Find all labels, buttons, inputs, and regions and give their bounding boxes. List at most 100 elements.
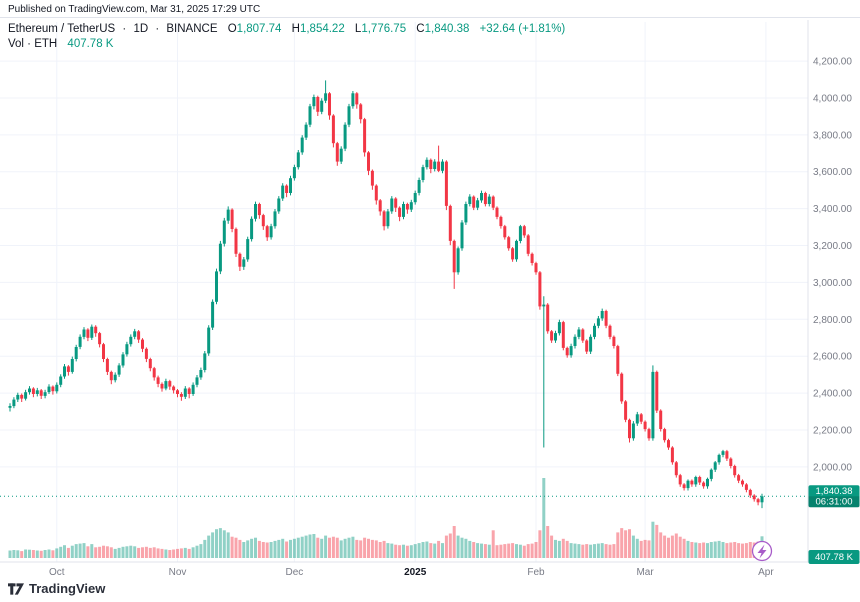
volume-bar [51, 550, 55, 558]
volume-bar [230, 536, 234, 558]
volume-bar [98, 546, 102, 558]
volume-bar [596, 543, 600, 558]
candle-body [437, 161, 441, 171]
volume-bar [561, 538, 565, 558]
candle-body [20, 394, 24, 399]
candle-body [433, 161, 437, 169]
volume-bar [573, 543, 577, 558]
volume-bar [518, 544, 522, 558]
time-tick-label: Mar [636, 567, 654, 578]
volume-bar [624, 530, 628, 558]
volume-bar [289, 539, 292, 558]
open-value: 1,807.74 [236, 23, 282, 35]
candle-body [733, 466, 737, 476]
symbol-legend-row: Ethereum / TetherUS · 1D · BINANCE O1,80… [8, 22, 565, 37]
volume-bar [612, 544, 616, 558]
volume-bar [156, 548, 160, 558]
volume-bar [343, 538, 347, 558]
candle-body [207, 327, 211, 354]
volume-bar [191, 547, 195, 558]
candle-body [82, 329, 86, 337]
candle-body [35, 390, 39, 394]
time-tick-label: Dec [286, 567, 304, 578]
candle-body [113, 374, 117, 381]
candle-body [261, 215, 265, 227]
volume-bar [183, 547, 187, 558]
candle-body [655, 371, 659, 411]
candle-body [254, 204, 257, 219]
candle-body [51, 386, 55, 392]
candle-body [12, 399, 16, 407]
volume-bar [534, 542, 538, 558]
volume-bar [316, 537, 320, 558]
volume-bar [409, 545, 413, 558]
candle-body [448, 205, 452, 241]
volume-bar [74, 544, 78, 558]
legend-separator: · [122, 23, 127, 35]
candle-body [678, 475, 682, 485]
volume-bar [359, 540, 363, 558]
symbol-title[interactable]: Ethereum / TetherUS [8, 23, 116, 35]
volume-bar [308, 534, 312, 558]
last-price-text: 1,840.38 [816, 486, 853, 497]
volume-bar [141, 547, 144, 558]
volume-bar [557, 540, 561, 558]
candle-body [624, 401, 628, 420]
volume-bar [433, 543, 437, 558]
volume-bar [515, 544, 518, 558]
volume-bar [304, 535, 308, 558]
countdown-text: 06:31:00 [816, 496, 853, 507]
candle-body [398, 207, 402, 217]
candle-body [289, 178, 292, 193]
volume-bar [694, 542, 698, 558]
candle-body [129, 336, 133, 345]
interval-label[interactable]: 1D [133, 23, 149, 35]
volume-bar [59, 546, 63, 558]
open-label: O [227, 23, 237, 35]
volume-bar [281, 538, 285, 558]
candle-body [402, 204, 405, 217]
volume-bar [729, 542, 733, 558]
candle-body [709, 469, 713, 479]
candle-body [160, 383, 164, 389]
volume-bar [285, 541, 289, 558]
candle-body [250, 218, 254, 240]
candle-body [518, 226, 522, 241]
volume-bar [589, 544, 593, 558]
volume-bar [554, 539, 557, 558]
last-price-label[interactable] [808, 485, 860, 508]
candle-body [355, 93, 359, 105]
volume-bar [199, 544, 203, 558]
candle-body [74, 347, 78, 359]
candle-body [312, 97, 316, 107]
candle-body [721, 451, 725, 455]
volume-bar [70, 545, 74, 558]
volume-bar [569, 543, 573, 558]
tradingview-logo[interactable]: TradingView [8, 581, 105, 596]
volume-bar [355, 539, 359, 558]
volume-bar [117, 547, 121, 558]
volume-bar [277, 539, 281, 558]
volume-bar [628, 529, 631, 558]
candle-body [320, 100, 324, 112]
candle-body [43, 392, 47, 396]
tradingview-logo-text: TradingView [29, 581, 106, 596]
candle-body [542, 304, 546, 307]
volume-bar [713, 541, 717, 558]
volume-bar [733, 542, 737, 558]
volume-bar [324, 535, 328, 558]
published-banner: Published on TradingView.com, Mar 31, 20… [0, 0, 860, 18]
candle-body [530, 253, 534, 263]
volume-bar [503, 544, 507, 558]
volume-bar [66, 547, 70, 558]
candle-body [569, 346, 573, 356]
candle-body [242, 259, 246, 267]
volume-bar [238, 539, 242, 558]
legend-separator: · [155, 23, 160, 35]
candle-body [331, 115, 335, 144]
candle-body [659, 410, 663, 429]
volume-bar [133, 546, 137, 558]
volume-bar [226, 532, 230, 558]
volume-bar [265, 542, 269, 558]
